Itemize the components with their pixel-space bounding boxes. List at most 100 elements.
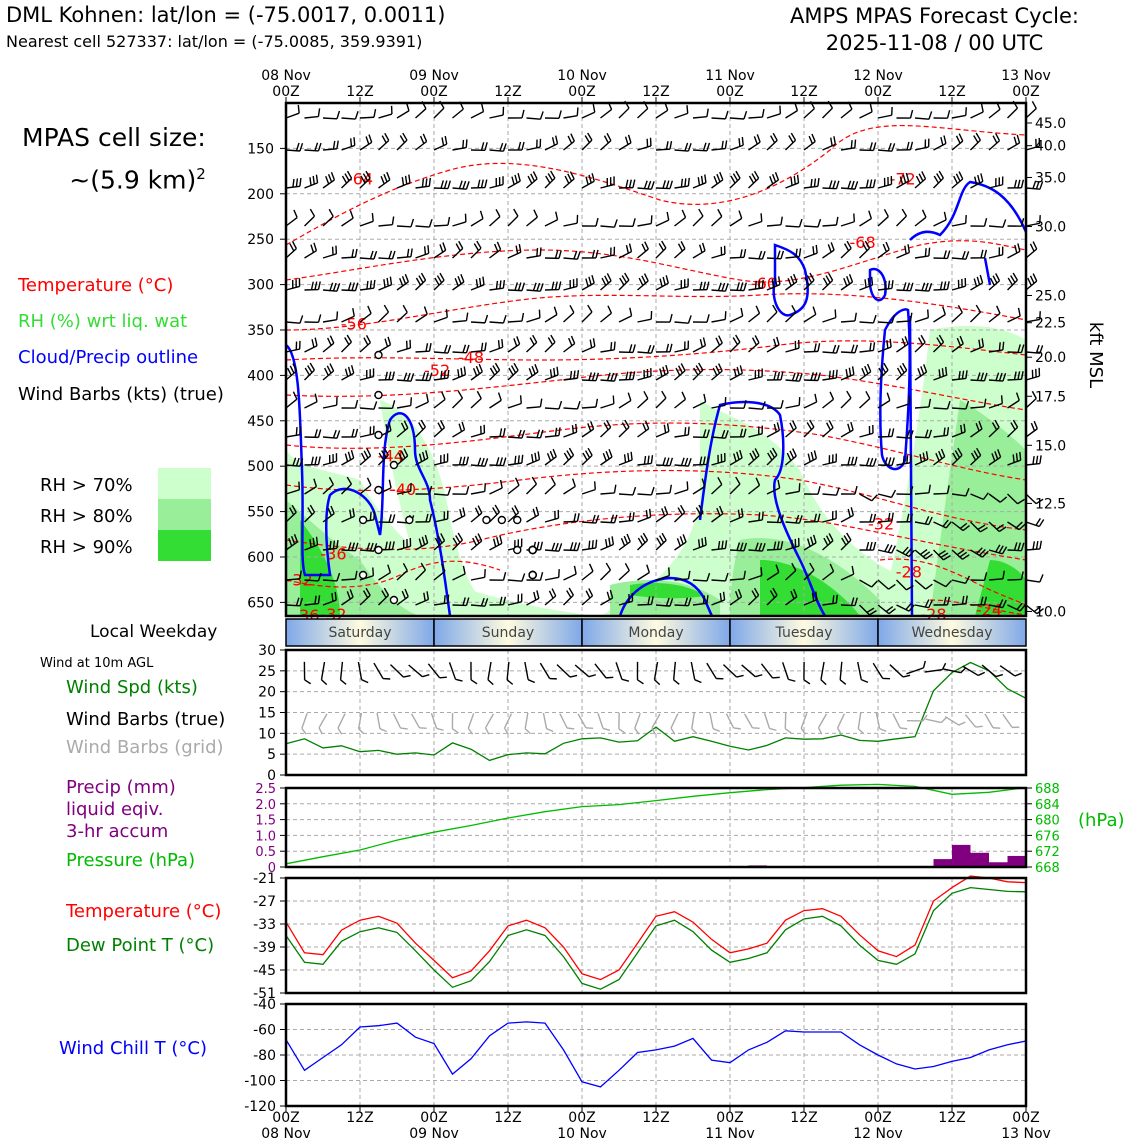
barb-flag [620, 537, 626, 547]
barb-true-staff [839, 661, 843, 680]
barb-flag [502, 279, 506, 289]
p-tick-label-200: 200 [247, 187, 274, 203]
barb-flag [484, 458, 489, 467]
barb-flag [830, 137, 833, 146]
barb-staff [470, 512, 483, 523]
top-tick-hour-6: 00Z [716, 84, 743, 100]
barb-flag [808, 135, 814, 144]
barb-flag [1020, 344, 1025, 353]
barb-staff [341, 217, 354, 227]
wind-barb-283 [970, 304, 982, 323]
barb-grid-flag [992, 727, 1001, 729]
barb-flag [749, 452, 755, 461]
barb-flag [480, 342, 484, 352]
barb-flag [557, 509, 560, 519]
wind-barb-92 [470, 179, 488, 189]
barb-flag [529, 337, 535, 346]
barb-true-flag [839, 679, 847, 685]
wind-barb-340 [507, 362, 519, 381]
wind-barb-591 [600, 536, 615, 551]
barb-flag [521, 109, 525, 119]
barb-staff [822, 143, 836, 151]
bottom-tick-hour-9: 12Z [938, 1110, 965, 1126]
barb-grid-19 [634, 713, 641, 735]
temp-contour-6 [285, 469, 1027, 531]
barb-staff [637, 516, 651, 523]
barb-flag [909, 141, 914, 151]
barb-flag [717, 208, 723, 217]
barb-true-staff [390, 664, 404, 678]
barb-staff [822, 427, 834, 438]
temp-contour-8 [285, 560, 501, 588]
barb-grid-staff [410, 713, 421, 729]
barb-true-flag [673, 679, 680, 685]
barb-flag [349, 589, 354, 598]
barb-flag [1010, 275, 1016, 283]
kft-tick-label-6: 20.0 [1035, 350, 1066, 366]
barb-flag [682, 534, 687, 543]
barb-staff [433, 351, 449, 354]
barb-flag [798, 339, 800, 349]
wind-barb-213 [433, 272, 445, 291]
barb-staff [896, 579, 907, 591]
cell-size-value: ~(5.9 km)2 [22, 156, 206, 198]
barb-flag [365, 587, 371, 596]
wind-barb-281 [933, 306, 946, 323]
barb-flag [350, 365, 355, 374]
barb-flag [400, 450, 406, 459]
wind-barb-519 [785, 483, 801, 495]
barb-staff [711, 342, 723, 353]
barb-flag [866, 363, 872, 372]
wind-barb-0 [285, 104, 300, 119]
barb-flag [499, 457, 503, 466]
barb-flag [761, 511, 764, 521]
wind-barb-101 [637, 180, 655, 190]
barb-staff [859, 111, 873, 119]
wind-barb-576 [322, 540, 339, 551]
barb-flag [822, 277, 829, 286]
barb-staff [452, 374, 466, 381]
barb-flag [771, 279, 775, 288]
wind-barb-276 [840, 312, 858, 323]
barb-grid-5 [376, 712, 387, 733]
barb-staff [378, 311, 389, 323]
barb-grid-3 [337, 713, 346, 735]
barb-flag [738, 138, 741, 147]
barb-flag [812, 306, 817, 315]
barb-flag [605, 562, 612, 571]
wind-barb-552 [637, 508, 652, 523]
wind-barb-638 [711, 572, 729, 582]
barb-staff [822, 540, 834, 551]
barb-staff [600, 349, 615, 353]
barb-flag [440, 180, 445, 189]
barb-flag [501, 338, 504, 348]
barb-flag [798, 397, 801, 406]
wind-barb-655 [1025, 574, 1044, 583]
barb-flag [516, 336, 521, 345]
barb-flag [295, 178, 299, 187]
barb-staff [803, 542, 817, 551]
barb-flag [1029, 243, 1035, 252]
barb-flag [980, 103, 984, 113]
barb-flag [702, 595, 706, 604]
barb-flag [365, 170, 371, 179]
barb-flag [695, 365, 702, 373]
barb-flag [846, 240, 852, 249]
barb-staff [341, 144, 355, 151]
barb-flag [687, 570, 691, 580]
bottom-tick-day-8: 12 Nov [853, 1126, 903, 1140]
wind-barb-583 [452, 532, 463, 551]
barb-staff [378, 594, 390, 606]
barb-staff [711, 513, 724, 523]
barb-flag [410, 482, 412, 492]
wind-barb-547 [544, 509, 560, 523]
barb-true-flag [902, 674, 911, 678]
wind-barb-207 [322, 282, 341, 292]
wind-barb-78 [970, 132, 981, 151]
barb-flag [584, 135, 591, 143]
barb-flag [632, 371, 636, 380]
barb-flag [462, 597, 466, 606]
barb-flag [850, 421, 854, 431]
forecast-title: AMPS MPAS Forecast Cycle: [790, 4, 1079, 28]
